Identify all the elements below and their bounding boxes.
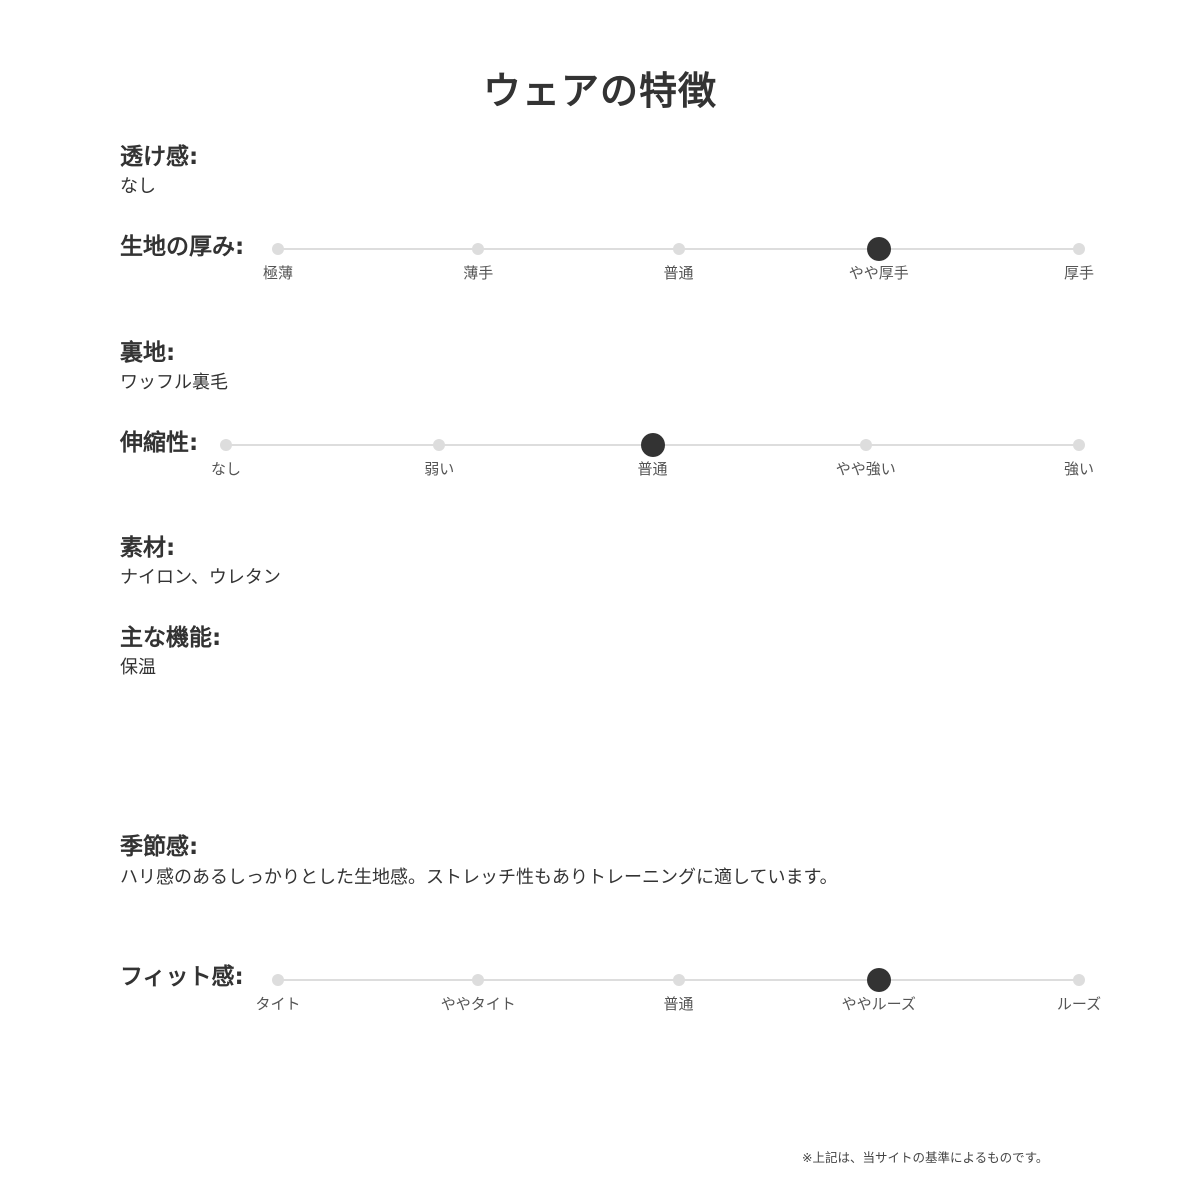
scale-option-label: ややタイト bbox=[440, 995, 516, 1013]
scale-point bbox=[272, 974, 284, 986]
transparency-value: なし bbox=[120, 176, 156, 197]
scale-point bbox=[472, 243, 485, 255]
thickness-label: 生地の厚み: bbox=[120, 234, 245, 260]
scale-point bbox=[672, 243, 685, 255]
scale-option-label: 普通 bbox=[637, 460, 668, 478]
scale-option-label: 強い bbox=[1063, 460, 1095, 478]
scale-option-label: 弱い bbox=[424, 460, 455, 478]
page-title: ウェアの特徴 bbox=[482, 69, 717, 113]
thickness-scale: 極薄 薄手 普通 やや厚手 厚手 bbox=[263, 237, 1094, 288]
material-value: ナイロン、ウレタン bbox=[120, 567, 281, 588]
scale-option-label: 厚手 bbox=[1063, 264, 1095, 282]
scale-option-label: ルーズ bbox=[1056, 995, 1102, 1013]
transparency-label: 透け感: bbox=[120, 144, 199, 170]
scale-point bbox=[433, 439, 446, 451]
scale-option-label: 薄手 bbox=[463, 264, 494, 282]
material-label: 素材: bbox=[120, 535, 176, 561]
season-value: ハリ感のあるしっかりとした生地感。ストレッチ性もありトレーニングに適しています。 bbox=[120, 867, 838, 888]
scale-option-label: やや厚手 bbox=[848, 264, 909, 282]
footnote: ※上記は、当サイトの基準によるものです。 bbox=[802, 1150, 1049, 1165]
scale-point bbox=[672, 974, 685, 986]
function-value: 保温 bbox=[120, 657, 156, 678]
scale-point bbox=[220, 439, 232, 451]
scale-point bbox=[1073, 974, 1085, 986]
scale-marker-selected bbox=[640, 433, 665, 457]
scale-point bbox=[859, 439, 872, 451]
scale-option-label: なし bbox=[210, 460, 242, 478]
scale-point bbox=[272, 243, 284, 255]
season-label: 季節感: bbox=[120, 834, 199, 860]
stretch-label: 伸縮性: bbox=[120, 430, 199, 456]
scale-point bbox=[1073, 243, 1085, 255]
scale-option-label: ややルーズ bbox=[841, 995, 916, 1013]
scale-option-label: 極薄 bbox=[262, 264, 294, 282]
fit-scale: タイト ややタイト 普通 ややルーズ ルーズ bbox=[255, 968, 1101, 1019]
stretch-scale: なし 弱い 普通 やや強い 強い bbox=[211, 433, 1094, 484]
function-label: 主な機能: bbox=[120, 625, 222, 651]
scale-option-label: 普通 bbox=[663, 264, 694, 282]
scale-option-label: 普通 bbox=[663, 995, 694, 1013]
scale-marker-selected bbox=[866, 237, 891, 261]
scale-point bbox=[1073, 439, 1085, 451]
lining-value: ワッフル裏毛 bbox=[120, 372, 228, 393]
scale-point bbox=[472, 974, 485, 986]
scale-marker-selected bbox=[866, 968, 891, 992]
lining-label: 裏地: bbox=[120, 340, 176, 366]
scale-option-label: やや強い bbox=[835, 460, 896, 478]
fit-label: フィット感: bbox=[120, 964, 244, 990]
scale-option-label: タイト bbox=[255, 995, 301, 1013]
